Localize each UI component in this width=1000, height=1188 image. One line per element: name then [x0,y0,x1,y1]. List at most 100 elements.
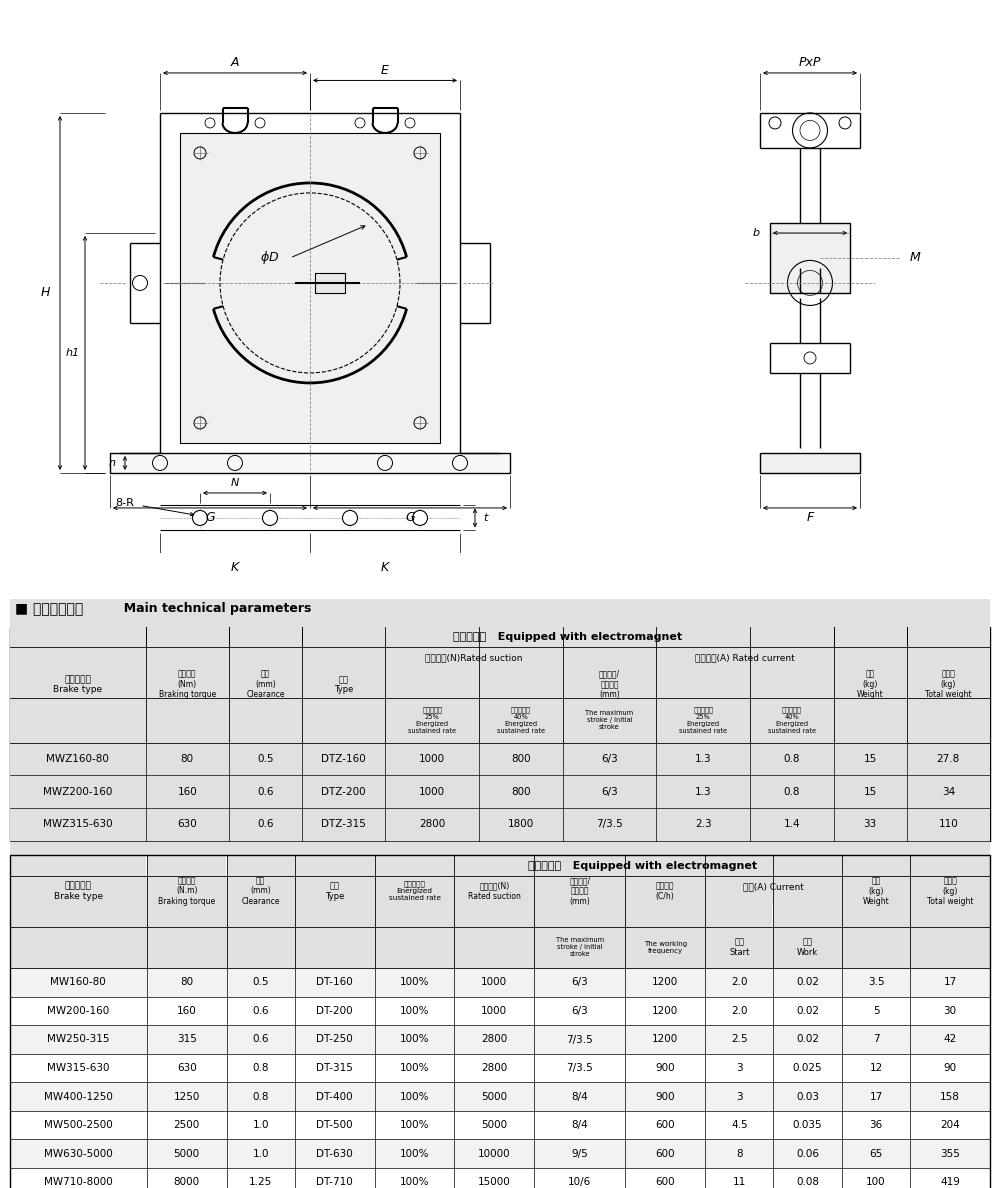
Text: 0.6: 0.6 [257,820,274,829]
Text: 3: 3 [736,1092,743,1101]
Bar [760,453,860,473]
Text: K: K [381,562,389,575]
Text: MW630-5000: MW630-5000 [44,1149,113,1158]
Text: H: H [40,286,50,299]
Text: 1200: 1200 [652,1035,678,1044]
Text: $\phi$D: $\phi$D [260,249,280,266]
Text: DT-200: DT-200 [316,1006,353,1016]
Text: 1200: 1200 [652,1006,678,1016]
Text: N: N [231,478,239,488]
Text: 0.035: 0.035 [793,1120,822,1130]
Bar [10,1139,990,1168]
Text: 80: 80 [180,978,193,987]
Text: 160: 160 [177,786,197,796]
Text: MW400-1250: MW400-1250 [44,1092,113,1101]
Text: 制动力矩
(N.m)
Braking torque: 制动力矩 (N.m) Braking torque [158,876,215,906]
Text: 1000: 1000 [419,786,445,796]
Text: MWZ315-630: MWZ315-630 [43,820,113,829]
Text: DT-160: DT-160 [316,978,353,987]
Text: 7/3.5: 7/3.5 [596,820,623,829]
Text: 重量
(kg)
Weight: 重量 (kg) Weight [863,876,889,906]
Text: DT-710: DT-710 [316,1177,353,1187]
Bar [10,855,990,1188]
Text: 型号
Type: 型号 Type [334,675,353,694]
Text: 制动器型号
Brake type: 制动器型号 Brake type [54,881,103,901]
Text: 42: 42 [943,1035,957,1044]
Text: MW710-8000: MW710-8000 [44,1177,113,1187]
Text: 0.06: 0.06 [796,1149,819,1158]
Text: The maximum
stroke / initial
stroke: The maximum stroke / initial stroke [556,937,604,958]
Text: 1800: 1800 [508,820,534,829]
Text: 制动器型号
Brake type: 制动器型号 Brake type [53,675,102,694]
Bar [10,968,990,997]
Text: 204: 204 [940,1120,960,1130]
Text: 630: 630 [177,820,197,829]
Text: 10/6: 10/6 [568,1177,591,1187]
Text: 6/3: 6/3 [571,978,588,987]
Text: 1000: 1000 [419,754,445,764]
Text: 100%: 100% [400,1063,429,1073]
Bar [10,1082,990,1111]
Text: 5: 5 [873,1006,879,1016]
Text: b: b [753,228,760,238]
Text: 15: 15 [863,754,877,764]
Text: 100%: 100% [400,1149,429,1158]
Text: MW500-2500: MW500-2500 [44,1120,113,1130]
Text: 800: 800 [511,786,531,796]
Bar [772,905,774,927]
Text: 2.0: 2.0 [731,1006,748,1016]
Text: 100%: 100% [400,978,429,987]
Text: 1.4: 1.4 [784,820,800,829]
Text: 2.3: 2.3 [695,820,712,829]
Text: DTZ-160: DTZ-160 [321,754,366,764]
Text: 6/3: 6/3 [571,1006,588,1016]
Bar [226,855,228,877]
Text: 5000: 5000 [174,1149,200,1158]
Bar [10,997,990,1025]
Bar [146,855,148,877]
Text: 1200: 1200 [652,978,678,987]
Text: 355: 355 [940,1149,960,1158]
Text: 2500: 2500 [174,1120,200,1130]
Text: 34: 34 [942,786,955,796]
Text: 100%: 100% [400,1120,429,1130]
Bar [10,742,990,775]
Text: 419: 419 [940,1177,960,1187]
Text: A: A [231,57,239,69]
Text: 工作频率
(C/h): 工作频率 (C/h) [656,881,675,901]
Text: 110: 110 [938,820,958,829]
Text: 1000: 1000 [481,1006,507,1016]
Text: 7/3.5: 7/3.5 [566,1035,593,1044]
Text: 30: 30 [944,1006,957,1016]
Text: 额定吸力(N)
Rated suction: 额定吸力(N) Rated suction [468,881,521,901]
Text: 65: 65 [869,1149,883,1158]
Text: DT-250: DT-250 [316,1035,353,1044]
Bar [10,1054,990,1082]
Text: 制动力矩
(Nm)
Braking torque: 制动力矩 (Nm) Braking torque [159,670,216,700]
Text: 0.6: 0.6 [257,786,274,796]
Text: 600: 600 [655,1149,675,1158]
Text: 通电持续率
Energized
sustained rate: 通电持续率 Energized sustained rate [389,880,441,902]
Text: 900: 900 [655,1092,675,1101]
Text: 900: 900 [655,1063,675,1073]
Text: 36: 36 [869,1120,883,1130]
Text: 0.02: 0.02 [796,978,819,987]
Text: 100%: 100% [400,1092,429,1101]
Text: 800: 800 [511,754,531,764]
Text: 通电持续率
25%
Energized
sustained rate: 通电持续率 25% Energized sustained rate [408,707,456,734]
Text: 0.08: 0.08 [796,1177,819,1187]
Text: 17: 17 [943,978,957,987]
Text: MW160-80: MW160-80 [50,978,106,987]
Text: 2.5: 2.5 [731,1035,748,1044]
Text: 1250: 1250 [173,1092,200,1101]
Text: 额定电流(A) Rated current: 额定电流(A) Rated current [695,653,795,663]
Text: 0.6: 0.6 [252,1035,269,1044]
Text: 600: 600 [655,1177,675,1187]
Text: 退距
(mm)
Clearance: 退距 (mm) Clearance [246,670,285,700]
Text: h1: h1 [65,348,80,358]
Text: 90: 90 [944,1063,957,1073]
Text: 27.8: 27.8 [937,754,960,764]
Text: 1.0: 1.0 [252,1149,269,1158]
Text: 100%: 100% [400,1035,429,1044]
Text: 6/3: 6/3 [601,786,618,796]
